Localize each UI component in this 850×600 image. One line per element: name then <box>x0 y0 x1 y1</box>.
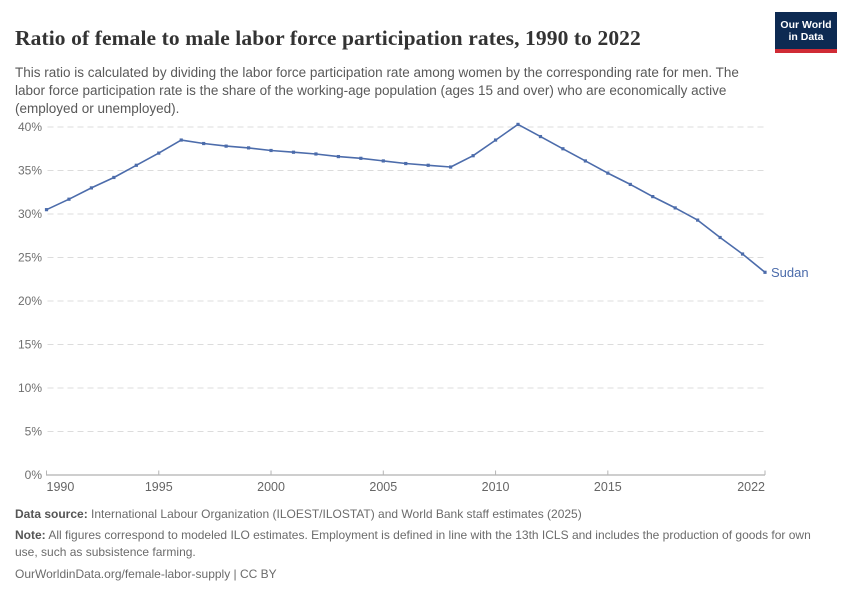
data-point-2022[interactable] <box>763 270 767 274</box>
x-axis-label-1995: 1995 <box>145 480 173 494</box>
note-text: All figures correspond to modeled ILO es… <box>15 528 811 559</box>
owid-logo-red-bar <box>775 49 837 53</box>
data-point-2011[interactable] <box>516 122 520 126</box>
data-point-1991[interactable] <box>67 197 71 201</box>
data-point-2021[interactable] <box>740 252 745 256</box>
data-point-2002[interactable] <box>314 152 318 156</box>
data-point-2000[interactable] <box>269 148 273 153</box>
data-point-2005[interactable] <box>381 159 385 163</box>
series-end-label: Sudan <box>771 265 809 280</box>
data-source-line: Data source: International Labour Organi… <box>15 506 817 523</box>
note-label: Note: <box>15 528 46 542</box>
data-point-2007[interactable] <box>426 163 430 167</box>
data-point-2010[interactable] <box>493 138 498 142</box>
data-source-label: Data source: <box>15 507 88 521</box>
data-point-2001[interactable] <box>291 150 296 154</box>
y-axis-label-40: 40% <box>18 120 42 134</box>
y-axis-label-20: 20% <box>18 294 42 308</box>
x-axis-label-2000: 2000 <box>257 480 285 494</box>
x-axis-label-2010: 2010 <box>482 480 510 494</box>
data-point-2015[interactable] <box>606 171 610 175</box>
y-axis-label-35: 35% <box>18 164 42 178</box>
data-point-2013[interactable] <box>561 147 565 151</box>
note-line: Note: All figures correspond to modeled … <box>15 527 817 561</box>
chart-title: Ratio of female to male labor force part… <box>15 26 641 51</box>
owid-logo-line2: in Data <box>788 30 824 43</box>
y-axis-label-5: 5% <box>25 425 43 439</box>
data-point-1997[interactable] <box>202 141 206 146</box>
data-point-1996[interactable] <box>179 138 183 142</box>
owid-logo-line1: Our World <box>780 18 832 31</box>
data-point-2018[interactable] <box>673 206 677 210</box>
data-point-2003[interactable] <box>336 154 340 159</box>
data-point-1992[interactable] <box>89 186 94 190</box>
y-axis-label-15: 15% <box>18 338 42 352</box>
data-point-1993[interactable] <box>112 175 116 180</box>
data-point-1990[interactable] <box>44 208 49 212</box>
series-line-sudan[interactable] <box>45 123 766 274</box>
data-source-text: International Labour Organization (ILOES… <box>87 507 582 521</box>
data-point-1998[interactable] <box>224 144 228 148</box>
y-axis-label-30: 30% <box>18 207 42 221</box>
data-point-1995[interactable] <box>157 151 161 155</box>
data-point-2019[interactable] <box>696 218 700 222</box>
data-point-2004[interactable] <box>359 156 363 160</box>
data-point-2006[interactable] <box>404 161 408 166</box>
data-point-2017[interactable] <box>651 195 655 199</box>
data-point-2020[interactable] <box>718 235 722 240</box>
y-axis-label-25: 25% <box>18 251 42 265</box>
chart-subtitle: This ratio is calculated by dividing the… <box>15 64 739 116</box>
y-axis-label-0: 0% <box>25 468 43 482</box>
owid-logo[interactable]: Our World in Data <box>775 12 837 53</box>
data-point-1999[interactable] <box>246 146 251 150</box>
data-point-2012[interactable] <box>538 134 543 139</box>
data-point-2009[interactable] <box>471 154 475 158</box>
x-axis-label-1990: 1990 <box>47 480 75 494</box>
data-point-2008[interactable] <box>449 165 453 169</box>
x-axis-label-2022: 2022 <box>737 480 765 494</box>
data-point-2014[interactable] <box>583 159 587 163</box>
citation-line: OurWorldinData.org/female-labor-supply |… <box>15 567 277 581</box>
x-axis-label-2005: 2005 <box>369 480 397 494</box>
x-axis-label-2015: 2015 <box>594 480 622 494</box>
owid-logo-text: Our World in Data <box>775 12 837 49</box>
y-axis-label-10: 10% <box>18 381 42 395</box>
chart-footer: Data source: International Labour Organi… <box>15 506 817 583</box>
data-point-2016[interactable] <box>628 182 632 187</box>
data-point-1994[interactable] <box>134 163 138 167</box>
